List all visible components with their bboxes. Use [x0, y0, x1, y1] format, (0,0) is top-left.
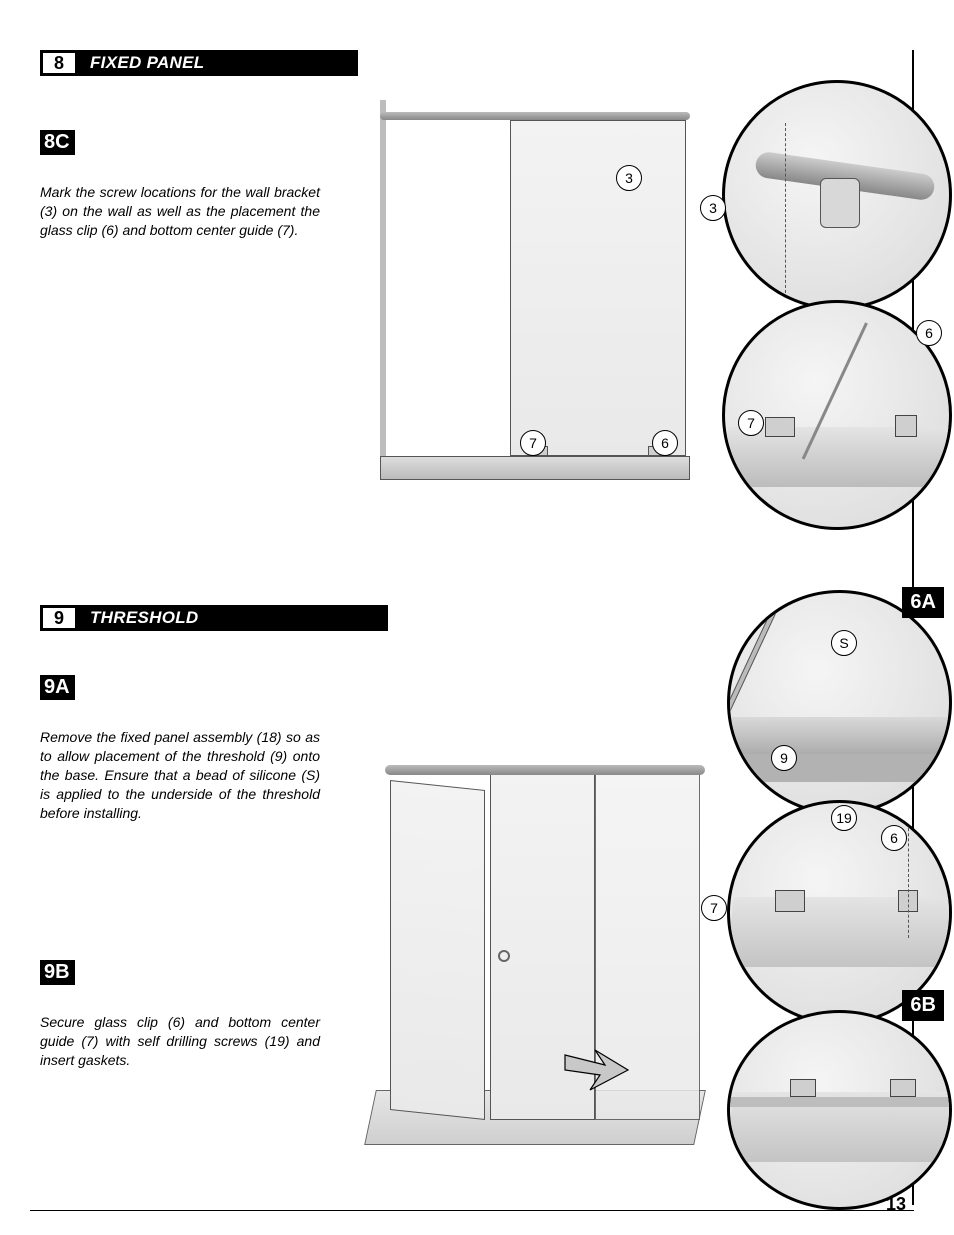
- figure-9-iso: [360, 725, 710, 1155]
- callout-7: 7: [701, 895, 727, 921]
- step-9b-badge: 9B: [40, 960, 75, 985]
- section-9: 9 THRESHOLD 9A Remove the fixed panel as…: [40, 605, 912, 1185]
- page-number: 13: [886, 1194, 906, 1215]
- callout-3: 3: [700, 195, 726, 221]
- step-8c-text: Mark the screw locations for the wall br…: [40, 183, 320, 240]
- callout-9: 9: [771, 745, 797, 771]
- step-9a-text: Remove the fixed panel assembly (18) so …: [40, 728, 320, 822]
- callout-6: 6: [916, 320, 942, 346]
- figure-9-detail-6b-low: [727, 1010, 952, 1210]
- arrow-icon: [560, 1045, 630, 1095]
- step-8c-badge: 8C: [40, 130, 75, 155]
- callout-7: 7: [738, 410, 764, 436]
- section-9-number: 9: [40, 605, 78, 631]
- callout-7: 7: [520, 430, 546, 456]
- callout-3: 3: [616, 165, 642, 191]
- callout-6: 6: [881, 825, 907, 851]
- step-9a-block: 9A Remove the fixed panel assembly (18) …: [40, 675, 320, 822]
- section-8-header: 8 FIXED PANEL: [40, 50, 912, 76]
- section-8-number: 8: [40, 50, 78, 76]
- figure-8c-front: [380, 100, 690, 480]
- section-9-title: THRESHOLD: [78, 605, 388, 631]
- callout-S: S: [831, 630, 857, 656]
- badge-6a: 6A: [902, 587, 944, 618]
- step-9b-text: Secure glass clip (6) and bottom center …: [40, 1013, 320, 1070]
- step-9a-badge: 9A: [40, 675, 75, 700]
- section-8-title: FIXED PANEL: [78, 50, 358, 76]
- figure-9-detail-6a: [727, 590, 952, 815]
- badge-6b: 6B: [902, 990, 944, 1021]
- footer-rule: [30, 1210, 914, 1211]
- figure-8c-detail-top: [722, 80, 952, 310]
- step-8c-block: 8C Mark the screw locations for the wall…: [40, 130, 320, 240]
- callout-19: 19: [831, 805, 857, 831]
- page: 8 FIXED PANEL 8C Mark the screw location…: [40, 50, 914, 1205]
- step-9b-block: 9B Secure glass clip (6) and bottom cent…: [40, 960, 320, 1070]
- section-8: 8 FIXED PANEL 8C Mark the screw location…: [40, 50, 912, 570]
- callout-6: 6: [652, 430, 678, 456]
